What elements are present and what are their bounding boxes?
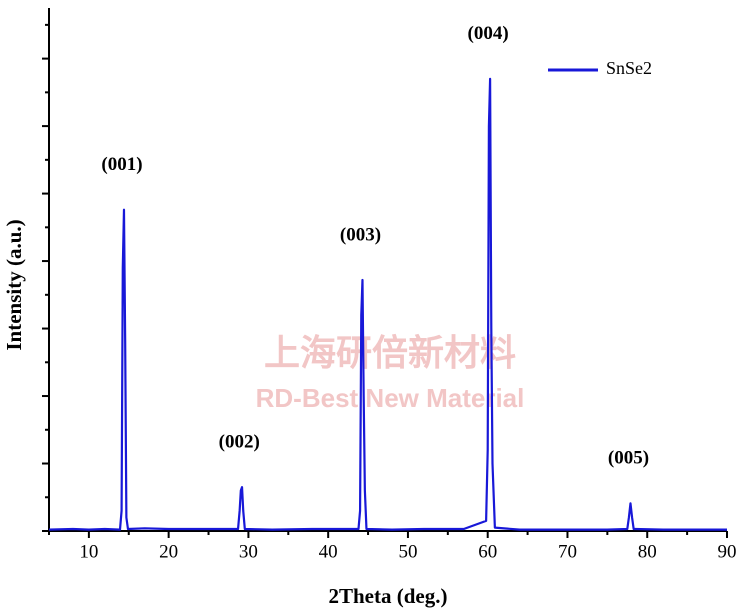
peak-label: (004)	[468, 23, 509, 44]
peak-label: (002)	[219, 431, 260, 452]
peak-label: (001)	[101, 154, 142, 175]
x-tick-label: 20	[159, 541, 178, 562]
x-tick-label: 60	[478, 541, 497, 562]
x-tick-label: 30	[239, 541, 258, 562]
x-tick-label: 90	[718, 541, 737, 562]
y-axis-title: Intensity (a.u.)	[2, 219, 26, 350]
data-line	[48, 77, 727, 531]
watermark: 上海研倍新材料	[264, 333, 516, 374]
x-tick-label: 40	[319, 541, 338, 562]
x-tick-label: 70	[558, 541, 577, 562]
x-tick-label: 10	[79, 541, 98, 562]
legend-label: SnSe2	[606, 58, 652, 78]
x-tick-label: 50	[398, 541, 417, 562]
watermark: RD-Best New Material	[256, 383, 525, 413]
x-axis-title: 2Theta (deg.)	[329, 584, 448, 608]
x-tick-label: 80	[638, 541, 657, 562]
peak-label: (003)	[340, 224, 381, 245]
peak-label: (005)	[608, 448, 649, 469]
